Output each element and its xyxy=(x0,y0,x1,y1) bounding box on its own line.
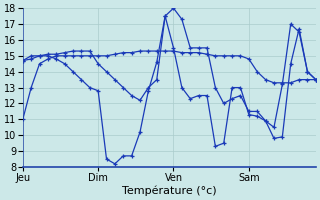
X-axis label: Température (°c): Température (°c) xyxy=(122,185,217,196)
